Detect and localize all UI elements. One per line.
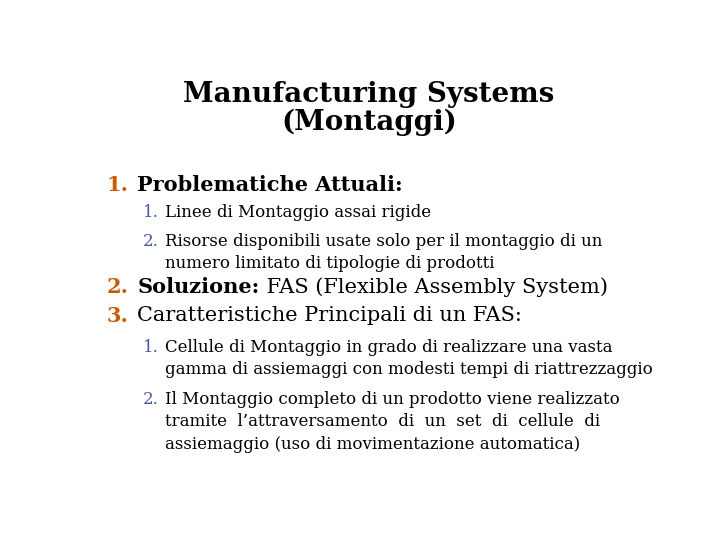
Text: 1.: 1. xyxy=(143,339,159,356)
Text: 3.: 3. xyxy=(107,306,129,326)
Text: Manufacturing Systems: Manufacturing Systems xyxy=(184,82,554,109)
Text: 2.: 2. xyxy=(143,233,159,250)
Text: 2.: 2. xyxy=(107,277,129,297)
Text: 1.: 1. xyxy=(107,175,129,195)
Text: Caratteristiche Principali di un FAS:: Caratteristiche Principali di un FAS: xyxy=(138,306,522,325)
Text: Risorse disponibili usate solo per il montaggio di un
numero limitato di tipolog: Risorse disponibili usate solo per il mo… xyxy=(166,233,603,272)
Text: FAS (Flexible Assembly System): FAS (Flexible Assembly System) xyxy=(260,277,608,296)
Text: Linee di Montaggio assai rigide: Linee di Montaggio assai rigide xyxy=(166,204,431,221)
Text: Cellule di Montaggio in grado di realizzare una vasta
gamma di assiemaggi con mo: Cellule di Montaggio in grado di realizz… xyxy=(166,339,653,379)
Text: Il Montaggio completo di un prodotto viene realizzato
tramite  l’attraversamento: Il Montaggio completo di un prodotto vie… xyxy=(166,391,620,453)
Text: 2.: 2. xyxy=(143,391,159,408)
Text: Soluzione:: Soluzione: xyxy=(138,277,260,297)
Text: (Montaggi): (Montaggi) xyxy=(281,109,457,136)
Text: Problematiche Attuali:: Problematiche Attuali: xyxy=(138,175,403,195)
Text: 1.: 1. xyxy=(143,204,159,221)
